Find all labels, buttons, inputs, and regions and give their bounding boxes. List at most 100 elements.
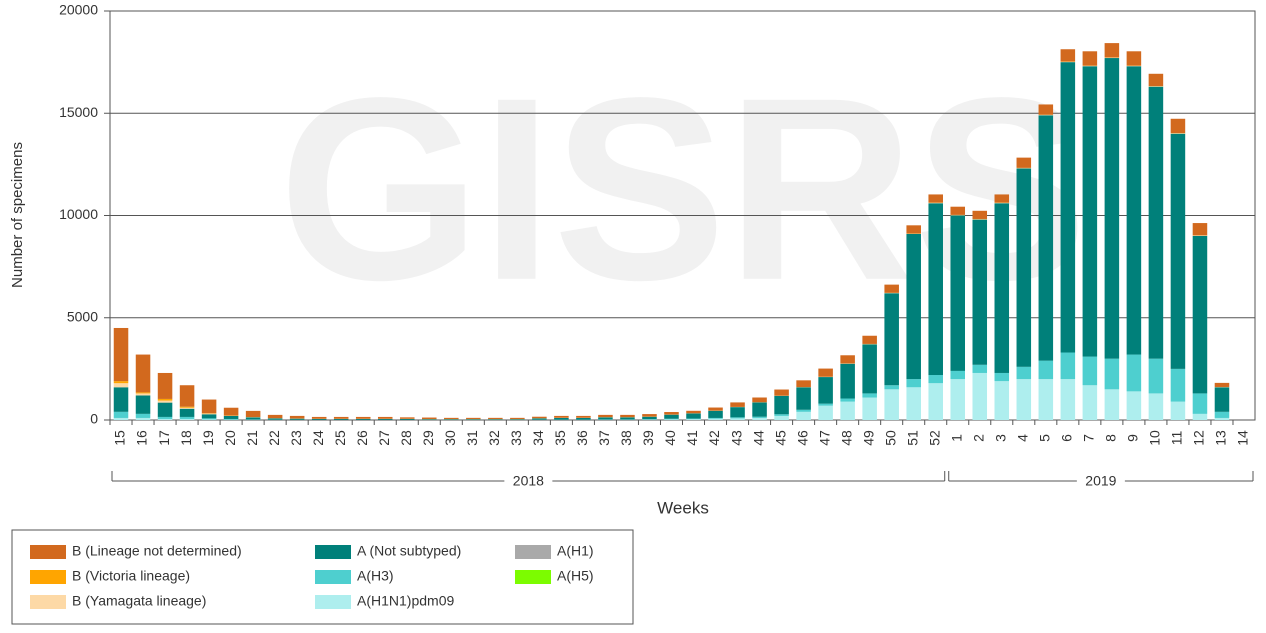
x-tick-label: 46 [794, 430, 810, 446]
bar-segment [158, 419, 173, 420]
bar-segment [862, 393, 877, 397]
bar-segment [510, 419, 525, 420]
x-tick-label: 37 [596, 430, 612, 446]
bar-segment [884, 293, 899, 385]
bar-segment [818, 377, 833, 404]
bar-segment [730, 417, 745, 418]
x-tick-label: 31 [464, 430, 480, 446]
bar-segment [884, 285, 899, 293]
bar-segment [422, 419, 437, 420]
bar-segment [818, 406, 833, 420]
x-tick-label: 16 [134, 430, 150, 446]
bar-segment [950, 379, 965, 420]
bar-segment [1193, 414, 1208, 420]
bar-segment [1061, 62, 1076, 352]
bar-segment [928, 203, 943, 375]
legend-swatch [515, 545, 551, 559]
bar-segment [136, 393, 151, 395]
bar-segment [906, 234, 921, 379]
bar-segment [1017, 379, 1032, 420]
bar-segment [114, 412, 129, 418]
bar-segment [1149, 74, 1164, 86]
bar-segment [136, 395, 151, 413]
bar-segment [1039, 361, 1054, 379]
bar-segment [995, 381, 1010, 420]
x-tick-label: 2 [970, 434, 986, 442]
x-tick-label: 33 [508, 430, 524, 446]
y-tick-label: 15000 [59, 104, 98, 120]
bar-segment [686, 419, 701, 420]
y-tick-label: 0 [90, 411, 98, 427]
bar-segment [1083, 66, 1098, 356]
bar-segment [114, 383, 129, 387]
bar-segment [995, 203, 1010, 373]
bar-segment [928, 375, 943, 383]
bar-segment [202, 418, 217, 419]
bar-segment [928, 383, 943, 420]
bar-segment [1193, 223, 1208, 235]
bar-segment [246, 417, 261, 419]
bar-segment [202, 400, 217, 414]
legend-swatch [515, 570, 551, 584]
bar-segment [620, 417, 635, 419]
bar-segment [312, 417, 327, 419]
x-tick-label: 52 [926, 430, 942, 446]
bar-segment [774, 390, 789, 396]
bar-segment [1105, 43, 1120, 57]
bar-segment [752, 398, 767, 403]
legend-label: A (Not subtyped) [357, 543, 461, 559]
bar-segment [840, 399, 855, 402]
bar-segment [202, 414, 217, 418]
bar-segment [224, 408, 239, 416]
x-tick-label: 8 [1103, 434, 1119, 442]
bar-segment [686, 411, 701, 413]
bar-segment [180, 385, 195, 406]
legend-label: B (Lineage not determined) [72, 543, 242, 559]
bar-segment [752, 418, 767, 420]
bar-segment [664, 415, 679, 419]
legend-label: A(H1) [557, 543, 594, 559]
x-tick-label: 50 [882, 430, 898, 446]
bar-segment [774, 396, 789, 414]
bar-segment [840, 355, 855, 363]
bar-segment [158, 417, 173, 419]
bar-segment [1171, 402, 1186, 420]
bar-segment [972, 220, 987, 365]
group-label: 2019 [1085, 473, 1116, 489]
bar-segment [180, 417, 195, 419]
bar-segment [1017, 367, 1032, 379]
bar-segment [1215, 412, 1230, 418]
bar-segment [444, 419, 459, 420]
bar-segment [796, 387, 811, 409]
bar-segment [334, 417, 349, 419]
legend-label: A(H3) [357, 568, 394, 584]
x-tick-label: 19 [200, 430, 216, 446]
bar-segment [1171, 134, 1186, 369]
bar-segment [114, 418, 129, 420]
x-tick-label: 22 [266, 430, 282, 446]
bar-segment [1171, 369, 1186, 402]
bar-segment [158, 399, 173, 401]
x-tick-label: 41 [684, 430, 700, 446]
bar-segment [422, 418, 437, 419]
bar-segment [1039, 379, 1054, 420]
bar-segment [796, 412, 811, 420]
bar-segment [158, 373, 173, 399]
bar-segment [532, 417, 547, 418]
x-tick-label: 21 [244, 430, 260, 446]
bar-segment [642, 414, 657, 416]
bar-segment [818, 404, 833, 406]
bar-segment [136, 414, 151, 418]
x-tick-label: 28 [398, 430, 414, 446]
bar-segment [708, 419, 723, 420]
bar-segment [730, 402, 745, 406]
bar-segment [840, 364, 855, 399]
legend-label: A(H1N1)pdm09 [357, 593, 454, 609]
bar-segment [532, 418, 547, 419]
x-tick-label: 30 [442, 430, 458, 446]
legend-swatch [30, 545, 66, 559]
x-tick-label: 3 [992, 434, 1008, 442]
bar-segment [752, 417, 767, 418]
legend-swatch [315, 595, 351, 609]
bar-segment [884, 389, 899, 420]
